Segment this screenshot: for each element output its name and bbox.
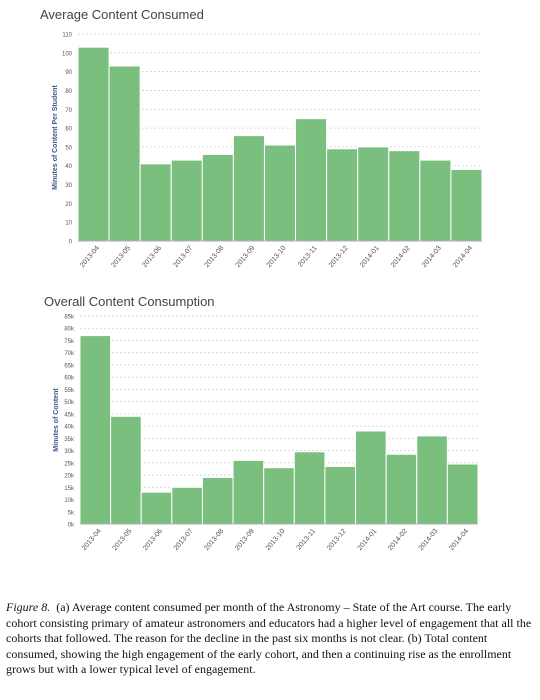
chart1-xtick-label: 2014-01	[359, 245, 381, 269]
chart2-ytick-label: 50k	[64, 400, 75, 406]
chart2-xtick-label: 2013-11	[296, 528, 318, 552]
chart2-ytick-label: 70k	[64, 351, 75, 357]
chart1-ytick-label: 40	[65, 164, 72, 170]
chart2-bar-2013-05	[110, 415, 142, 525]
chart1-xtick-label: 2014-04	[452, 245, 474, 269]
chart2-ytick-label: 10k	[64, 498, 75, 504]
chart2-xtick-label: 2013-09	[234, 528, 256, 552]
chart2-ytick-label: 15k	[64, 486, 75, 492]
chart2-ytick-label: 45k	[64, 412, 75, 418]
chart2-bar-2013-07	[171, 486, 203, 525]
chart1-xtick-label: 2013-12	[328, 245, 350, 269]
chart1-bar-2013-05	[108, 65, 141, 242]
chart1-xtick-label: 2013-06	[141, 245, 163, 269]
chart1-xtick-label: 2013-10	[266, 245, 288, 269]
figure-caption: Figure 8. (a) Average content consumed p…	[6, 600, 534, 678]
chart2-bar-2014-04	[446, 463, 479, 525]
chart2-xtick-label: 2013-06	[142, 528, 164, 552]
chart1-xtick-label: 2014-02	[390, 245, 412, 269]
chart1-xtick-label: 2014-03	[421, 245, 443, 269]
chart2-ytick-label: 35k	[64, 437, 75, 443]
chart2-bar-2013-10	[263, 467, 295, 525]
chart2-ytick-label: 5k	[68, 510, 75, 516]
chart2-bar-2013-12	[324, 465, 357, 525]
chart2-ylabel: Minutes of Content	[53, 388, 60, 452]
chart2-xtick-label: 2014-04	[448, 528, 470, 552]
chart2-xtick-label: 2013-12	[326, 528, 348, 552]
chart2-bar-2014-01	[355, 430, 387, 525]
chart2-ytick-label: 20k	[64, 474, 75, 480]
chart1-bar-2014-03	[419, 159, 452, 242]
chart1-ylabel: Minutes of Content Per Student	[52, 85, 59, 190]
chart2-xtick-label: 2014-03	[418, 528, 440, 552]
chart1-ytick-label: 0	[69, 240, 73, 246]
chart1-ytick-label: 70	[65, 108, 72, 114]
chart1-ytick-label: 20	[65, 202, 72, 208]
chart1-bar-2013-08	[201, 153, 234, 242]
chart1-ytick-label: 60	[65, 127, 72, 133]
chart1-xtick-label: 2013-05	[110, 245, 132, 269]
chart2-bar-2014-03	[416, 435, 448, 525]
chart2-bar-2013-11	[293, 451, 326, 525]
chart1-ytick-label: 10	[65, 221, 72, 227]
chart2-ytick-label: 85k	[64, 315, 75, 321]
chart1-xtick-label: 2013-04	[79, 245, 101, 269]
chart1-bar-2013-10	[263, 144, 297, 242]
chart2-xtick-label: 2014-01	[356, 528, 378, 552]
chart2-ytick-label: 25k	[64, 461, 75, 467]
chart1-bar-2013-12	[326, 148, 359, 242]
chart1-xtick-label: 2013-07	[172, 245, 194, 269]
chart1-bar-2013-09	[232, 135, 265, 242]
chart2-bar-2013-06	[140, 491, 173, 525]
chart1-ytick-label: 100	[62, 51, 73, 57]
chart1-bar-2013-07	[170, 159, 203, 242]
chart1-ytick-label: 50	[65, 145, 72, 151]
chart1-bar-2014-04	[450, 168, 483, 242]
chart2-ytick-label: 65k	[64, 363, 75, 369]
chart2-ytick-label: 40k	[64, 425, 75, 431]
caption-text: (a) Average content consumed per month o…	[6, 600, 532, 676]
chart1-bar-2014-01	[357, 146, 390, 242]
chart2-bar-2013-09	[232, 459, 265, 525]
chart1-ytick-label: 110	[62, 33, 72, 39]
chart2-xtick-label: 2013-08	[203, 528, 225, 552]
chart1-ytick-label: 90	[65, 70, 72, 76]
chart2-ytick-label: 75k	[64, 339, 75, 345]
chart1-bar-2013-11	[295, 118, 328, 242]
chart2-xtick-label: 2014-02	[387, 528, 409, 552]
chart1-title: Average Content Consumed	[40, 7, 204, 22]
figure-label: Figure 8.	[6, 600, 51, 614]
chart2-xtick-label: 2013-07	[173, 528, 195, 552]
chart1-xtick-label: 2013-09	[235, 245, 257, 269]
chart2-xtick-label: 2013-04	[81, 528, 103, 552]
chart2-ytick-label: 0k	[68, 523, 75, 529]
chart2-ytick-label: 60k	[64, 376, 75, 382]
chart1-xtick-label: 2013-08	[203, 245, 225, 269]
chart2-xtick-label: 2013-10	[265, 528, 287, 552]
chart1-bar-2013-06	[139, 163, 172, 242]
chart2-xtick-label: 2013-05	[112, 528, 134, 552]
chart2-bar-2014-02	[385, 453, 418, 525]
chart2-bar-2013-04	[79, 335, 112, 525]
chart2-bar-2013-08	[201, 477, 234, 525]
chart1-svg: 0 10 20 30 40 50 60 70 80 90 100 110 2013-04 2013-05 2…	[52, 33, 483, 269]
chart1-xtick-label: 2013-11	[297, 245, 319, 269]
chart1-bar-2013-04	[77, 46, 110, 242]
chart2-ytick-label: 80k	[64, 327, 75, 333]
chart2-title: Overall Content Consumption	[44, 294, 215, 309]
chart2-ytick-label: 55k	[64, 388, 75, 394]
chart2-svg: 0k 5k 10k 15k 20k 25k 30k 35k 40k 45k 50k 55k 60k 65k…	[53, 315, 479, 552]
chart1-ytick-label: 80	[65, 89, 72, 95]
chart1-ytick-label: 30	[65, 183, 72, 189]
chart2-ytick-label: 30k	[64, 449, 75, 455]
chart1-bar-2014-02	[388, 150, 421, 242]
